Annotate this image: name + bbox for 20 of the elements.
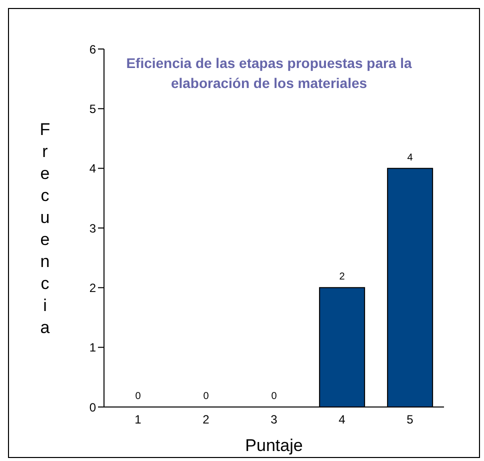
text: Frecuencia	[40, 120, 50, 337]
y-tick-label: 4	[89, 162, 96, 176]
data-label: 0	[271, 391, 278, 402]
x-axis-title: Puntaje	[245, 436, 303, 455]
x-tick-label: 4	[338, 412, 346, 427]
x-tick-label: 2	[202, 412, 210, 427]
x-tick-label: 5	[406, 412, 414, 427]
y-tick-label: 1	[89, 340, 96, 355]
text: Eficiencia de las etapas propuestas para la elaboración de los materiales	[125, 54, 413, 93]
data-label: 4	[407, 152, 414, 164]
y-tick-label: 3	[89, 221, 96, 236]
y-tick-label: 5	[89, 102, 96, 116]
data-label: 0	[135, 391, 142, 402]
y-tick-label: 6	[89, 42, 96, 56]
x-tick-label: 1	[134, 412, 142, 427]
data-label: 0	[203, 391, 210, 402]
y-tick-label: 2	[89, 280, 96, 295]
y-tick-label: 0	[89, 400, 96, 414]
x-tick-label: 3	[270, 412, 278, 427]
data-label: 2	[339, 272, 346, 283]
